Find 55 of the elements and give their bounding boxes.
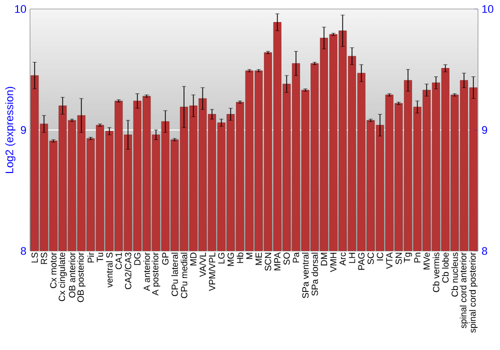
x-tick-label: SCN bbox=[264, 252, 272, 271]
x-tick-label: Arc bbox=[340, 252, 346, 266]
x-tick-label: LS bbox=[31, 252, 38, 262]
y-tick-label: 9 bbox=[20, 126, 26, 134]
x-tick-label: VTA bbox=[386, 252, 392, 269]
x-tick-label: CPu medial bbox=[180, 252, 188, 298]
x-tick-label: OB anterior bbox=[68, 252, 76, 298]
x-tick-label: MD bbox=[190, 252, 196, 266]
x-tick-label: M bbox=[246, 252, 252, 259]
x-tick-label: Tg bbox=[404, 252, 412, 262]
x-tick-label: IC bbox=[376, 252, 384, 260]
x-tick-label: MG bbox=[227, 252, 234, 266]
x-tick-label: SO bbox=[283, 252, 290, 265]
x-tick-label: SC bbox=[367, 252, 374, 264]
x-tick-label: Cb lobe bbox=[442, 252, 449, 283]
x-tick-label: DG bbox=[134, 252, 141, 265]
y2-tick-label: 9 bbox=[482, 126, 488, 134]
x-tick-label: A anterior bbox=[143, 252, 150, 292]
x-tick-label: ventral S bbox=[106, 252, 113, 288]
y-axis-title: Log2 (expression) bbox=[5, 86, 16, 173]
x-tick-label: VMH bbox=[330, 252, 336, 272]
x-tick-label: VA/VL bbox=[199, 252, 206, 277]
x-tick-label: A posterior bbox=[152, 252, 160, 296]
x-tick-label: OB posterior bbox=[77, 252, 86, 302]
x-tick-label: SPa ventral bbox=[302, 252, 309, 298]
x-tick-label: spinal cord posterior bbox=[469, 252, 478, 333]
x-tick-label: Cb nucleus bbox=[451, 252, 458, 297]
x-tick-label: VPM/VPL bbox=[208, 252, 216, 292]
x-tick-label: PAG bbox=[358, 252, 365, 270]
y2-tick-label: 10 bbox=[482, 5, 494, 13]
x-tick-label: spinal cord anterior bbox=[460, 252, 468, 328]
x-tick-label: CA1 bbox=[115, 252, 122, 270]
y2-tick-label: 8 bbox=[482, 247, 488, 255]
y-tick-label: 10 bbox=[15, 5, 26, 13]
x-tick-label: SPa dorsal bbox=[311, 252, 318, 296]
x-tick-label: Tu bbox=[96, 252, 104, 262]
x-tick-label: Hb bbox=[236, 252, 244, 263]
x-tick-label: Cx cingulate bbox=[58, 252, 67, 302]
x-tick-label: Cx motor bbox=[50, 252, 57, 288]
x-tick-label: LG bbox=[218, 252, 225, 264]
y-tick-label: 8 bbox=[20, 247, 26, 255]
x-tick-label: GP bbox=[162, 252, 169, 265]
x-tick-label: SN bbox=[395, 252, 402, 264]
x-tick-label: Pir bbox=[87, 252, 94, 262]
x-tick-label: Cb vermis bbox=[432, 252, 440, 292]
x-tick-label: ME bbox=[256, 252, 262, 265]
x-tick-label: MPA bbox=[274, 252, 280, 270]
x-tick-label: LH bbox=[348, 252, 356, 263]
x-tick-label: CA2/CA3 bbox=[124, 252, 132, 290]
x-tick-label: MVe bbox=[424, 252, 430, 270]
x-tick-label: RS bbox=[40, 252, 48, 264]
x-tick-label: Pa bbox=[292, 252, 300, 262]
x-tick-label: Pn bbox=[414, 252, 420, 262]
x-tick-label: DM bbox=[320, 252, 328, 266]
x-tick-label: CPu lateral bbox=[171, 252, 178, 296]
